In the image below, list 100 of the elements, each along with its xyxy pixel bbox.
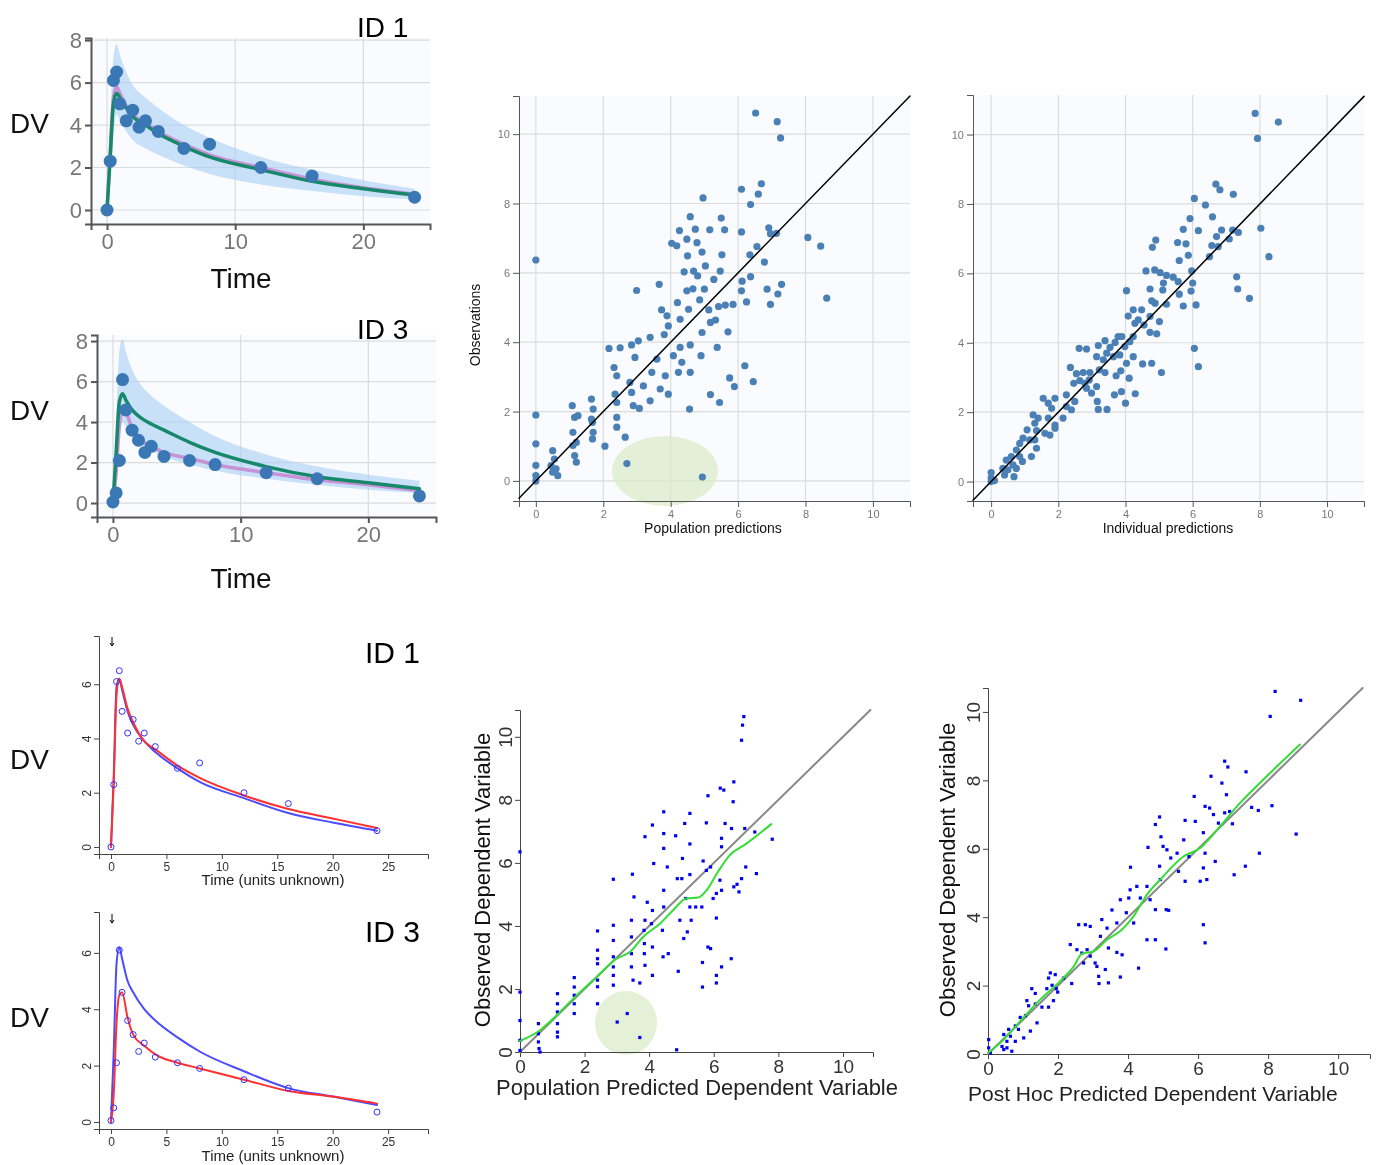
y-tick-label: 6 [503,266,510,279]
point [110,781,118,789]
x-axis-title: Time (units unknown) [201,871,345,888]
point [254,161,268,175]
point [151,743,159,751]
point [124,729,132,737]
y-tick-label: 2 [80,789,94,797]
y-tick-label: 2 [503,405,510,418]
y-tick-label: 10 [497,128,510,141]
y-tick-label: 4 [503,336,510,349]
y-tick-label: 10 [951,128,964,141]
x-tick-label: 10 [867,507,880,520]
y-tick-label: 0 [503,474,510,487]
x-axis-title: Time [210,563,272,594]
x-tick-label: 8 [802,507,810,520]
x-tick-label: 25 [381,859,396,874]
point [183,454,197,468]
point [118,988,126,996]
y-axis-title: Observed Dependent Variable [935,722,960,1018]
line-series [987,743,1301,1054]
point [151,124,165,138]
x-tick-label: 10 [215,1134,230,1149]
y-axis-title: DV [10,744,50,775]
point [373,1108,381,1116]
point [115,667,123,675]
x-tick-label: 6 [735,507,742,520]
x-tick-label: 0 [108,859,116,874]
x-axis-title: Post Hoc Predicted Dependent Variable [968,1082,1338,1105]
point [132,433,145,447]
point [310,472,324,486]
point [196,1064,204,1072]
x-tick-label: 20 [351,228,377,254]
point [118,707,126,715]
x-tick-label: 20 [356,521,382,547]
point [177,141,191,155]
y-tick-label: 4 [957,336,964,349]
point [305,169,319,183]
y-axis-title: DV [10,395,50,426]
point [284,1084,292,1092]
point [373,827,381,835]
y-tick-label: 0 [963,1049,984,1060]
y-tick-label: 6 [75,369,88,395]
x-tick-label: 6 [708,1056,720,1078]
chart-title: ID 3 [365,915,421,948]
point [259,466,273,480]
y-tick-label: 4 [75,409,88,435]
x-tick-label: 5 [163,859,171,874]
point [126,103,140,117]
point [113,1059,121,1067]
point [115,946,123,954]
point [103,154,117,168]
x-tick-label: 10 [832,1056,855,1078]
point [140,1039,148,1047]
point [113,678,121,686]
x-tick-label: 4 [1122,507,1130,520]
x-tick-label: 10 [223,228,248,254]
point [240,789,248,797]
x-axis-title: Time [210,263,272,294]
x-tick-label: 2 [1053,1058,1064,1080]
y-tick-label: 4 [80,1006,94,1014]
x-tick-label: 10 [1321,507,1334,520]
point [110,1104,118,1112]
y-tick-label: 10 [495,726,516,748]
x-tick-label: 0 [533,507,540,520]
x-tick-label: 2 [600,507,607,520]
point [412,489,426,503]
y-tick-label: 8 [957,197,964,210]
x-tick-label: 5 [163,1134,171,1149]
point [109,486,123,500]
x-tick-label: 2 [579,1056,591,1078]
point [138,114,152,128]
line-series [519,823,773,1042]
x-tick-label: 20 [326,859,341,874]
chart-title: ID 1 [365,636,421,669]
x-tick-label: 0 [988,507,995,520]
y-axis-title: Observed Dependent Variable [470,732,495,1028]
point [116,373,130,387]
x-tick-label: 8 [1263,1058,1274,1080]
y-tick-label: 8 [75,328,88,354]
point [135,1048,143,1055]
x-tick-label: 8 [1257,507,1264,520]
y-tick-label: 0 [957,475,964,488]
y-tick-label: 6 [957,267,964,280]
point [124,1017,132,1024]
y-tick-label: 8 [495,795,516,806]
y-tick-label: 6 [80,949,94,957]
y-tick-label: 4 [963,911,984,923]
point [151,1053,159,1061]
x-tick-label: 10 [228,521,254,547]
x-tick-label: 4 [644,1056,656,1078]
x-axis-title: Population Predicted Dependent Variable [496,1075,898,1100]
x-tick-label: 6 [1190,507,1197,520]
chart-title: ID 3 [357,314,409,345]
x-tick-label: 10 [1328,1058,1350,1080]
point [112,454,126,468]
x-tick-label: 25 [381,1134,396,1149]
y-tick-label: 4 [495,920,516,932]
chart-title: ID 1 [357,12,409,43]
y-axis-title: DV [10,1002,50,1033]
point [140,729,148,737]
